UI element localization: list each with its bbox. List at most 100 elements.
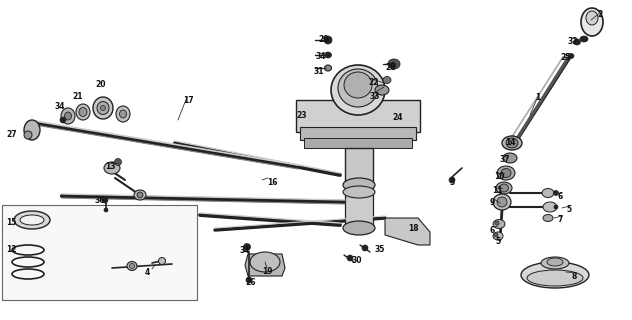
Text: 14: 14 [505,138,516,147]
Ellipse shape [64,112,71,120]
Text: 17: 17 [183,96,193,105]
Ellipse shape [543,214,553,221]
Ellipse shape [79,108,87,116]
Ellipse shape [324,36,332,44]
Ellipse shape [496,182,512,194]
Ellipse shape [543,202,557,212]
Ellipse shape [343,221,375,235]
Ellipse shape [497,197,507,207]
Ellipse shape [390,62,396,68]
Text: 24: 24 [392,113,403,122]
Text: 26: 26 [245,278,255,287]
Text: 35: 35 [375,245,386,254]
Ellipse shape [24,120,40,140]
Text: 34: 34 [55,102,66,111]
Polygon shape [304,138,412,148]
Ellipse shape [581,8,603,36]
Ellipse shape [100,106,106,110]
Text: 5: 5 [566,205,571,214]
Ellipse shape [331,65,385,115]
Text: 3: 3 [450,178,455,187]
Text: 20: 20 [95,80,106,89]
Ellipse shape [497,166,515,180]
Text: 34: 34 [316,52,327,61]
Ellipse shape [501,169,511,178]
Text: 9: 9 [490,198,495,207]
Ellipse shape [338,69,378,107]
Ellipse shape [493,232,503,240]
Bar [345,148,373,188]
Ellipse shape [102,197,108,203]
Ellipse shape [344,72,372,98]
Ellipse shape [503,153,517,163]
Text: 6: 6 [557,192,562,201]
Text: 12: 12 [6,245,16,254]
Ellipse shape [554,190,559,196]
Ellipse shape [116,106,130,122]
Ellipse shape [347,255,353,261]
Ellipse shape [104,208,108,212]
Ellipse shape [554,205,558,209]
Ellipse shape [499,184,509,192]
Ellipse shape [580,36,588,42]
Text: 32: 32 [568,37,578,46]
Ellipse shape [506,138,518,148]
Text: 28: 28 [385,63,396,72]
Text: 29: 29 [318,35,329,44]
Ellipse shape [324,65,332,71]
Ellipse shape [388,59,400,69]
Ellipse shape [76,104,90,120]
Text: 15: 15 [6,218,16,227]
Ellipse shape [130,263,135,268]
Ellipse shape [586,11,598,25]
Text: 23: 23 [296,111,307,120]
Ellipse shape [521,262,589,288]
Ellipse shape [114,158,121,165]
Text: 10: 10 [494,172,504,181]
Ellipse shape [60,117,66,123]
Ellipse shape [324,52,332,58]
Ellipse shape [24,131,32,139]
Ellipse shape [493,194,511,210]
Ellipse shape [134,190,146,200]
Ellipse shape [568,53,574,59]
Ellipse shape [383,76,391,84]
Text: 22: 22 [368,78,379,87]
Text: 5: 5 [495,237,500,246]
Text: 6: 6 [490,226,495,235]
Polygon shape [245,254,285,276]
Bar [345,192,373,228]
Ellipse shape [362,245,368,251]
Text: 30: 30 [352,256,363,265]
Text: 1: 1 [535,93,540,102]
Text: 18: 18 [408,224,418,233]
Ellipse shape [343,186,375,198]
Ellipse shape [542,188,554,197]
Text: 19: 19 [262,267,272,276]
Text: 21: 21 [72,92,83,101]
Text: 11: 11 [492,186,502,195]
Text: 2: 2 [597,10,602,19]
Ellipse shape [449,177,455,183]
Ellipse shape [494,233,498,237]
Ellipse shape [343,178,375,192]
Text: 8: 8 [572,272,578,281]
Ellipse shape [119,110,126,118]
Ellipse shape [547,258,563,266]
Text: 7: 7 [558,215,563,224]
Polygon shape [296,100,420,132]
Ellipse shape [246,277,252,283]
Ellipse shape [375,85,389,95]
Ellipse shape [127,261,137,270]
Polygon shape [385,218,430,245]
Ellipse shape [14,211,50,229]
Bar [2,205,197,300]
Ellipse shape [573,39,581,45]
Ellipse shape [104,162,120,174]
Ellipse shape [495,221,499,225]
Ellipse shape [137,192,143,198]
Text: 36: 36 [95,196,106,205]
Ellipse shape [541,257,569,269]
Text: 27: 27 [6,130,16,139]
Ellipse shape [493,220,505,228]
